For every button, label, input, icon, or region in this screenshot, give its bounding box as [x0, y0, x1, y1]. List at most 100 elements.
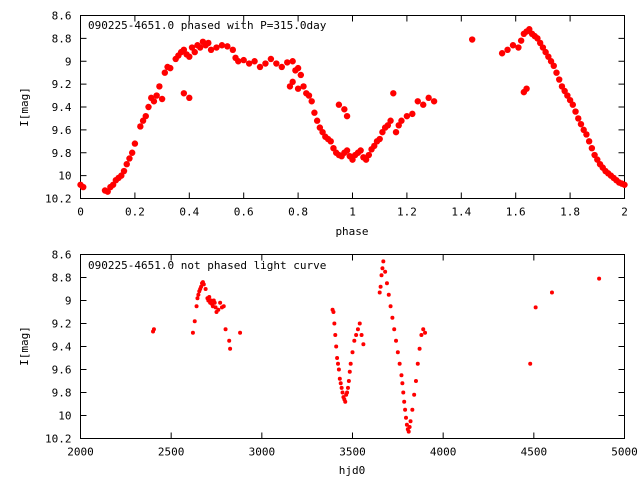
data-point	[408, 419, 413, 424]
data-point	[498, 50, 506, 57]
data-point	[549, 290, 554, 295]
data-point	[207, 46, 215, 54]
data-point	[196, 292, 201, 297]
data-point	[394, 338, 399, 343]
data-point	[523, 85, 530, 92]
data-point	[407, 425, 412, 429]
data-point	[423, 330, 428, 335]
data-point	[267, 55, 275, 63]
data-point	[161, 69, 169, 76]
data-point	[256, 63, 264, 71]
data-point	[572, 108, 579, 115]
data-point	[240, 56, 247, 64]
data-point	[158, 95, 166, 103]
x-tick-label: 4000	[430, 446, 457, 459]
data-point	[390, 315, 395, 320]
data-point	[343, 399, 348, 404]
data-points	[151, 259, 602, 434]
data-point	[334, 344, 339, 349]
x-axis-ticks: 2000 2500 3000 3500 4000 4500 5000	[67, 254, 638, 459]
data-point	[332, 321, 337, 326]
data-point	[284, 59, 291, 66]
data-point	[195, 296, 200, 301]
data-point	[180, 90, 188, 97]
data-point	[156, 83, 163, 90]
data-point	[128, 149, 136, 156]
x-tick-label: 1	[349, 206, 356, 219]
data-point	[340, 390, 345, 395]
y-tick-label: 10	[58, 410, 71, 423]
data-point	[400, 381, 405, 386]
data-point	[377, 290, 382, 295]
x-tick-label: 1.2	[397, 206, 417, 219]
y-tick-label: 10.2	[45, 193, 72, 206]
y-tick-label: 9	[65, 295, 72, 308]
data-point	[515, 44, 522, 51]
data-point	[577, 120, 585, 128]
data-point	[380, 266, 385, 271]
y-tick-label: 9.4	[52, 341, 72, 354]
data-point	[333, 333, 338, 337]
data-point	[145, 103, 152, 111]
data-point	[335, 101, 343, 108]
data-point	[583, 131, 590, 138]
data-point	[352, 338, 357, 343]
data-point	[361, 342, 366, 347]
data-point	[207, 295, 212, 300]
x-tick-label: 3500	[339, 446, 366, 459]
y-tick-label: 8.6	[52, 10, 72, 23]
data-point	[575, 115, 582, 122]
data-point	[406, 429, 411, 434]
data-point	[289, 58, 296, 65]
data-point	[339, 385, 344, 390]
data-point	[131, 140, 139, 147]
data-point	[80, 183, 87, 191]
data-point	[528, 361, 533, 366]
data-point	[402, 399, 407, 404]
data-point	[386, 292, 391, 297]
data-point	[588, 144, 596, 152]
data-point	[213, 305, 218, 310]
data-point	[348, 361, 353, 366]
data-point	[201, 282, 206, 287]
data-point	[409, 110, 416, 118]
data-point	[414, 98, 421, 105]
x-tick-label: 4500	[521, 446, 548, 459]
y-axis-label: I[mag]	[18, 326, 31, 366]
data-point	[227, 338, 232, 343]
data-point	[245, 60, 253, 67]
data-point	[311, 109, 318, 116]
data-points	[77, 26, 628, 195]
y-tick-label: 10	[58, 170, 71, 183]
data-point	[194, 304, 199, 309]
data-point	[294, 85, 302, 92]
data-point	[278, 63, 285, 71]
data-point	[392, 327, 397, 332]
x-tick-label: 2000	[67, 446, 94, 459]
data-point	[262, 60, 269, 67]
data-point	[224, 43, 231, 50]
data-point	[569, 101, 577, 108]
data-point	[413, 379, 418, 383]
data-point	[203, 287, 208, 291]
data-point	[235, 58, 242, 65]
data-point	[294, 64, 302, 72]
plot-frame	[80, 254, 625, 439]
data-point	[345, 385, 350, 390]
data-point	[365, 151, 373, 159]
data-point	[186, 94, 193, 102]
data-point	[218, 42, 226, 49]
data-point	[192, 319, 197, 324]
data-point	[412, 392, 417, 397]
x-axis-label: phase	[335, 225, 368, 238]
plot-title: 090225-4651.0 not phased light curve	[88, 259, 326, 272]
data-point	[390, 90, 397, 97]
x-tick-label: 1.6	[506, 206, 526, 219]
data-point	[191, 48, 198, 56]
data-point	[327, 138, 334, 145]
x-axis-label: hjd0	[339, 464, 366, 477]
data-point	[213, 44, 220, 51]
data-point	[517, 37, 525, 44]
x-tick-label: 2500	[158, 446, 185, 459]
y-tick-label: 9	[65, 55, 72, 68]
